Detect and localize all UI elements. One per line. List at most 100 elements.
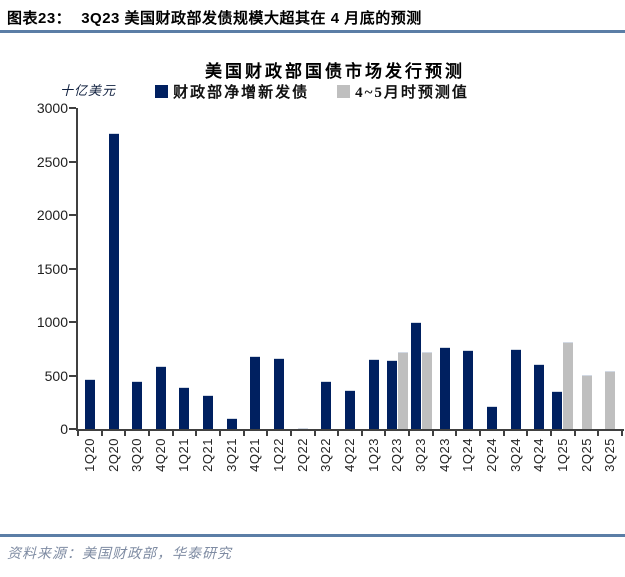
bar xyxy=(132,381,143,429)
x-axis-category-label: 4Q22 xyxy=(342,438,357,472)
x-axis-category-label: 1Q21 xyxy=(176,438,192,472)
x-axis-tick-mark xyxy=(408,431,411,436)
y-axis-tick-label: 500 xyxy=(44,367,68,384)
x-axis-category-label: 2Q21 xyxy=(200,438,216,472)
bar xyxy=(563,342,574,429)
bar xyxy=(297,427,308,429)
plot-area xyxy=(76,108,624,431)
x-axis-category-label: 3Q21 xyxy=(223,438,239,472)
y-axis-tick-mark xyxy=(69,107,76,109)
x-axis-tick-mark xyxy=(195,431,198,436)
y-axis-tick-label: 2000 xyxy=(36,207,68,223)
x-axis-tick-mark xyxy=(526,431,529,436)
bar xyxy=(203,395,214,429)
x-axis-tick-mark xyxy=(479,431,482,436)
bar xyxy=(463,349,474,429)
x-axis-category-label: 4Q24 xyxy=(531,438,547,472)
x-axis-tick-mark xyxy=(147,431,150,436)
x-axis-category-label: 3Q22 xyxy=(318,438,334,472)
legend-swatch-gray-icon xyxy=(337,85,351,98)
bar xyxy=(250,355,261,429)
bar xyxy=(179,386,190,429)
bar xyxy=(510,348,521,430)
x-axis-category-label: 2Q25 xyxy=(578,438,594,472)
x-axis-tick-mark xyxy=(384,431,387,436)
bar xyxy=(410,321,421,429)
y-axis-tick-label: 0 xyxy=(60,421,68,437)
bar xyxy=(84,378,95,429)
y-axis-tick-mark xyxy=(69,267,76,270)
legend-label-forecast: 4~5月时预测值 xyxy=(355,85,469,101)
y-axis-tick-mark xyxy=(69,214,76,216)
y-axis-unit-label: 十亿美元 xyxy=(60,83,117,98)
bar xyxy=(345,389,355,429)
x-axis-tick-mark xyxy=(313,431,316,436)
x-axis-tick-mark xyxy=(573,431,576,436)
y-axis-tick-label: 3000 xyxy=(36,100,68,116)
x-axis-category-label: 4Q20 xyxy=(152,438,168,472)
y-axis-tick-mark xyxy=(69,428,76,430)
x-axis-tick-mark xyxy=(431,431,434,436)
source-note: 资料来源：美国财政部，华泰研究 xyxy=(7,547,232,562)
x-axis-tick-mark xyxy=(77,431,79,436)
x-axis-category-label: 3Q25 xyxy=(602,438,618,472)
x-axis-tick-mark xyxy=(289,431,292,436)
bar xyxy=(155,365,166,429)
figure-header: 图表23： 3Q23 美国财政部发债规模大超其在 4 月底的预测 xyxy=(7,7,618,28)
bar xyxy=(439,347,450,429)
x-axis-category-label: 2Q24 xyxy=(483,438,499,472)
y-axis-tick-label: 2500 xyxy=(36,153,68,170)
x-axis-category-label: 1Q20 xyxy=(81,438,97,472)
x-axis-tick-mark xyxy=(124,431,127,436)
x-axis-category-label: 1Q23 xyxy=(365,438,381,472)
chart-legend: 财政部净增新发债 4~5月时预测值 xyxy=(40,81,584,102)
x-axis-tick-mark xyxy=(266,431,269,436)
x-axis-category-label: 1Q24 xyxy=(460,438,476,472)
x-axis-category-label: 3Q20 xyxy=(129,438,145,472)
x-axis-category-label: 4Q23 xyxy=(436,438,452,472)
bar xyxy=(421,352,432,429)
x-axis-category-label: 2Q23 xyxy=(389,438,405,472)
bar xyxy=(108,132,119,429)
x-axis-tick-mark xyxy=(171,431,174,436)
bar xyxy=(386,360,397,429)
x-axis-tick-mark xyxy=(100,431,103,436)
bar xyxy=(321,380,332,429)
bar xyxy=(397,352,408,429)
footer-divider-line xyxy=(0,534,625,537)
x-axis-category-label: 4Q21 xyxy=(247,438,263,472)
chart-title: 美国财政部国债市场发行预测 xyxy=(205,62,465,81)
x-axis-tick-mark xyxy=(597,431,600,436)
x-axis-tick-mark xyxy=(218,431,221,436)
x-axis-category-label: 2Q22 xyxy=(294,438,310,472)
bar xyxy=(368,359,379,429)
bar xyxy=(486,405,497,429)
bar xyxy=(534,363,545,429)
y-axis-tick-mark xyxy=(69,160,76,163)
x-axis-tick-mark xyxy=(360,431,363,436)
x-axis-tick-mark xyxy=(455,431,458,436)
x-axis-category-label: 3Q23 xyxy=(413,438,428,472)
legend-label-actual: 财政部净增新发债 xyxy=(173,85,310,101)
x-axis-tick-mark xyxy=(502,431,505,436)
y-axis-tick-label: 1500 xyxy=(36,260,68,277)
bar xyxy=(581,375,592,429)
bar xyxy=(605,371,616,429)
bar xyxy=(552,391,563,429)
legend-item-forecast: 4~5月时预测值 xyxy=(337,81,469,102)
header-divider-line xyxy=(0,30,625,33)
legend-swatch-navy-icon xyxy=(155,85,169,98)
y-axis-tick-mark xyxy=(69,374,76,377)
x-axis-tick-mark xyxy=(550,431,553,436)
y-axis-tick-label: 1000 xyxy=(36,314,68,330)
legend-item-actual: 财政部净增新发债 xyxy=(155,81,309,102)
y-axis-tick-mark xyxy=(69,321,76,323)
bar xyxy=(226,418,237,429)
x-axis-category-label: 3Q24 xyxy=(507,438,523,472)
x-axis-category-label: 2Q20 xyxy=(105,438,121,472)
bar xyxy=(274,357,284,429)
figure-title: 3Q23 美国财政部发债规模大超其在 4 月底的预测 xyxy=(81,10,422,27)
x-axis-category-label: 1Q25 xyxy=(554,438,570,472)
x-axis-tick-mark xyxy=(242,431,245,436)
